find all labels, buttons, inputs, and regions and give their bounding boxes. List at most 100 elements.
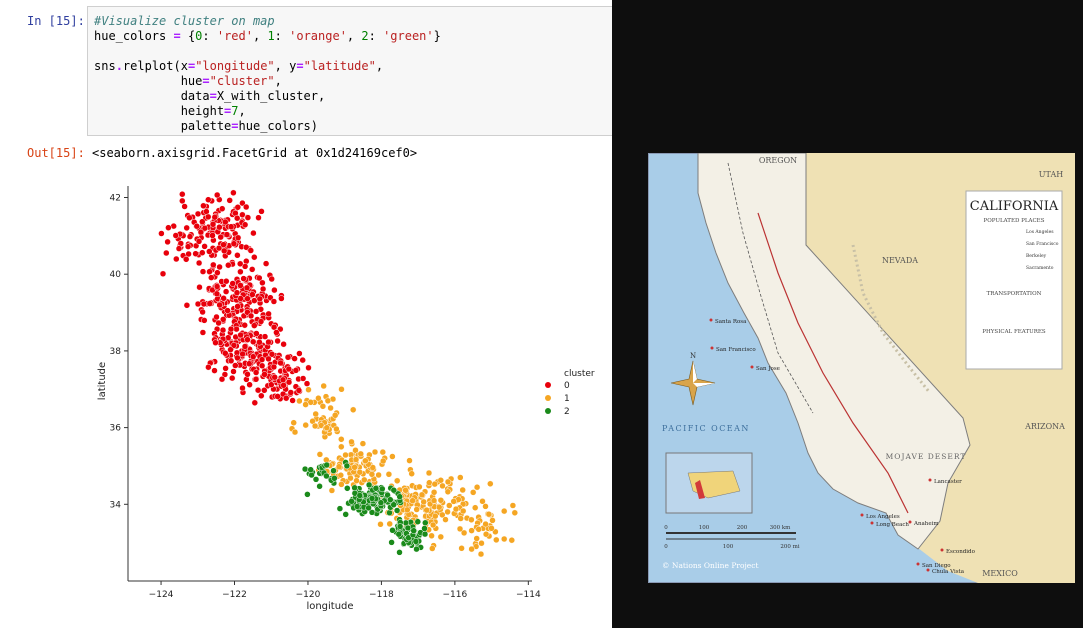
- scatter-point: [489, 517, 496, 524]
- y-tick-label: 42: [110, 194, 121, 204]
- scatter-point: [287, 389, 295, 396]
- scatter-point: [271, 286, 278, 294]
- scatter-point: [308, 471, 315, 479]
- scatter-point: [218, 375, 226, 383]
- scatter-point: [377, 499, 385, 506]
- city-marker: [916, 562, 920, 566]
- scatter-point: [273, 329, 280, 336]
- scatter-point: [244, 214, 252, 221]
- scatter-point: [336, 505, 344, 512]
- legend-marker: [545, 395, 551, 401]
- scatter-point: [213, 191, 221, 199]
- scatter-point: [426, 479, 433, 486]
- scatter-point: [186, 214, 193, 222]
- scatter-point: [215, 244, 223, 252]
- scatter-point: [230, 342, 238, 349]
- scatter-point: [285, 378, 293, 386]
- scatter-point: [244, 336, 251, 343]
- scatter-point: [195, 259, 203, 267]
- scatter-point: [216, 301, 223, 309]
- city-marker: [940, 548, 944, 552]
- scatter-point: [393, 477, 401, 485]
- scatter-point: [230, 189, 237, 197]
- city-label: San Diego: [922, 563, 951, 569]
- scatter-point: [193, 222, 201, 230]
- scatter-point: [233, 214, 241, 222]
- scatter-point: [396, 523, 404, 530]
- scatter-point: [457, 474, 464, 481]
- scatter-point: [256, 338, 263, 346]
- scatter-point: [460, 529, 468, 537]
- scatter-point: [305, 386, 312, 393]
- scatter-point: [219, 316, 227, 323]
- plot-legend: cluster 0 1 2: [545, 369, 595, 417]
- scatter-point: [206, 248, 213, 255]
- code-text[interactable]: #Visualize cluster on map hue_colors = {…: [94, 14, 441, 133]
- scatter-point: [422, 519, 429, 527]
- scatter-point: [179, 190, 186, 198]
- scatter-point: [240, 275, 247, 282]
- scatter-point: [200, 300, 208, 308]
- scatter-point: [230, 368, 237, 375]
- scatter-point: [319, 403, 327, 410]
- scale-km-label: 0: [664, 525, 668, 531]
- input-prompt: In [15]:: [27, 14, 85, 28]
- scatter-point: [210, 261, 217, 269]
- scatter-point: [204, 213, 212, 221]
- scatter-point: [320, 382, 327, 390]
- scatter-point: [211, 213, 219, 221]
- scatter-point: [234, 303, 241, 310]
- scatter-point: [315, 394, 322, 402]
- scatter-point: [307, 466, 314, 473]
- scatter-point: [437, 477, 445, 484]
- scatter-point: [352, 456, 360, 463]
- scatter-point: [305, 364, 312, 372]
- scatter-point: [213, 283, 221, 290]
- scatter-point: [247, 312, 255, 320]
- scatter-point: [265, 338, 272, 346]
- map-legend-item: Berkeley: [1026, 253, 1047, 259]
- scatter-point: [316, 451, 324, 458]
- plot-axes: [127, 186, 532, 582]
- scatter-point: [485, 510, 493, 518]
- scatter-point: [431, 480, 439, 488]
- scatter-point: [299, 375, 307, 382]
- map-title: CALIFORNIA: [970, 199, 1059, 214]
- y-tick-label: 40: [110, 270, 122, 280]
- scatter-point: [369, 464, 377, 471]
- scatter-point: [292, 367, 300, 374]
- scatter-point: [220, 241, 227, 248]
- scatter-point: [330, 467, 337, 474]
- inset-california: [695, 480, 705, 499]
- y-axis-label: latitude: [97, 362, 108, 400]
- scatter-point: [256, 274, 263, 282]
- scatter-point: [327, 404, 334, 412]
- code-cell-input[interactable]: #Visualize cluster on map hue_colors = {…: [87, 6, 617, 136]
- scatter-point: [199, 268, 207, 275]
- scatter-point: [259, 285, 267, 293]
- state-label: UTAH: [1039, 170, 1063, 179]
- scatter-point: [270, 363, 278, 371]
- scatter-point: [404, 506, 411, 514]
- map-legend-item: Los Angeles: [1026, 229, 1054, 235]
- x-tick-label: −122: [222, 590, 247, 600]
- scatter-point: [270, 323, 278, 331]
- scatter-point: [222, 218, 229, 226]
- scatter-point: [295, 387, 303, 394]
- scatter-point: [375, 471, 382, 479]
- scatter-point: [323, 461, 330, 469]
- legend-title: cluster: [564, 369, 595, 379]
- scatter-point: [338, 436, 345, 443]
- scatter-point: [468, 516, 475, 524]
- scatter-point: [199, 218, 206, 225]
- scatter-point: [312, 476, 320, 483]
- city-label: Los Angeles: [866, 514, 900, 520]
- california-map: CALIFORNIA POPULATED PLACES Los Angeles San…: [648, 153, 1075, 583]
- scatter-point: [220, 295, 227, 302]
- scatter-point: [233, 289, 241, 296]
- scale-mi-label: 0: [664, 544, 668, 550]
- scatter-point: [435, 503, 443, 511]
- scatter-point: [222, 288, 230, 295]
- california-land: [697, 153, 971, 550]
- scatter-point: [479, 498, 486, 505]
